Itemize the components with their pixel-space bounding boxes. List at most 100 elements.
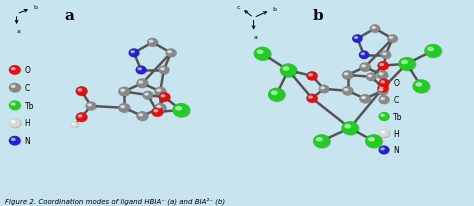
- Circle shape: [255, 48, 271, 61]
- Circle shape: [379, 80, 389, 87]
- Circle shape: [159, 94, 170, 102]
- Circle shape: [155, 104, 165, 112]
- Circle shape: [152, 109, 164, 117]
- Circle shape: [86, 103, 96, 111]
- Circle shape: [360, 96, 371, 104]
- Circle shape: [414, 81, 430, 94]
- Circle shape: [359, 52, 368, 59]
- Ellipse shape: [157, 90, 161, 92]
- Ellipse shape: [309, 74, 312, 76]
- Text: N: N: [25, 136, 30, 145]
- Text: N: N: [393, 146, 399, 155]
- Ellipse shape: [372, 27, 375, 29]
- Ellipse shape: [362, 97, 365, 99]
- Ellipse shape: [381, 81, 384, 83]
- Circle shape: [314, 135, 329, 147]
- Circle shape: [269, 89, 284, 101]
- Ellipse shape: [381, 131, 384, 133]
- Circle shape: [360, 64, 370, 71]
- Ellipse shape: [402, 61, 407, 64]
- Ellipse shape: [139, 82, 143, 84]
- Circle shape: [388, 36, 398, 43]
- Circle shape: [378, 88, 388, 96]
- Ellipse shape: [161, 95, 165, 97]
- Ellipse shape: [416, 83, 421, 87]
- Circle shape: [379, 97, 390, 104]
- Text: b: b: [273, 7, 276, 12]
- Circle shape: [378, 85, 389, 93]
- Circle shape: [378, 85, 388, 92]
- Ellipse shape: [11, 86, 15, 88]
- Ellipse shape: [11, 68, 15, 70]
- Circle shape: [71, 122, 78, 128]
- Ellipse shape: [345, 74, 348, 75]
- Circle shape: [343, 72, 353, 80]
- Circle shape: [137, 80, 147, 88]
- Circle shape: [367, 74, 376, 81]
- Ellipse shape: [161, 69, 164, 70]
- Circle shape: [119, 104, 130, 113]
- Ellipse shape: [72, 124, 74, 125]
- Circle shape: [377, 72, 387, 80]
- Circle shape: [136, 67, 146, 74]
- Ellipse shape: [362, 66, 365, 68]
- Circle shape: [152, 108, 163, 116]
- Ellipse shape: [138, 69, 141, 70]
- Circle shape: [307, 73, 318, 81]
- Ellipse shape: [78, 115, 82, 117]
- Circle shape: [159, 67, 169, 74]
- Ellipse shape: [381, 148, 384, 150]
- Circle shape: [129, 50, 139, 58]
- Circle shape: [378, 62, 388, 70]
- Circle shape: [366, 135, 382, 147]
- Circle shape: [307, 95, 317, 103]
- Text: C: C: [393, 96, 399, 105]
- Text: c: c: [237, 5, 240, 10]
- Circle shape: [343, 88, 353, 96]
- Circle shape: [255, 48, 270, 60]
- Circle shape: [76, 114, 88, 122]
- Circle shape: [173, 104, 189, 117]
- Circle shape: [10, 102, 21, 110]
- Circle shape: [343, 72, 353, 80]
- Circle shape: [425, 45, 441, 57]
- Ellipse shape: [11, 121, 15, 123]
- Circle shape: [319, 86, 328, 93]
- Ellipse shape: [88, 104, 91, 106]
- Circle shape: [143, 92, 153, 100]
- Ellipse shape: [145, 94, 148, 96]
- Circle shape: [9, 102, 20, 110]
- Circle shape: [10, 67, 21, 75]
- Circle shape: [353, 36, 363, 43]
- Circle shape: [119, 88, 130, 97]
- Circle shape: [155, 88, 166, 97]
- Ellipse shape: [168, 52, 171, 53]
- Circle shape: [426, 46, 442, 59]
- Ellipse shape: [154, 110, 158, 112]
- Circle shape: [378, 72, 388, 80]
- Circle shape: [379, 113, 390, 121]
- Ellipse shape: [321, 88, 324, 89]
- Ellipse shape: [345, 125, 350, 128]
- Ellipse shape: [78, 89, 82, 91]
- Circle shape: [379, 113, 389, 121]
- Ellipse shape: [157, 106, 161, 108]
- Circle shape: [76, 114, 87, 122]
- Circle shape: [148, 40, 158, 47]
- Ellipse shape: [428, 48, 433, 51]
- Ellipse shape: [149, 41, 153, 43]
- Circle shape: [137, 112, 147, 121]
- Circle shape: [119, 88, 129, 96]
- Ellipse shape: [345, 89, 348, 91]
- Circle shape: [281, 65, 296, 77]
- Text: a: a: [254, 35, 257, 40]
- Circle shape: [155, 88, 165, 96]
- Circle shape: [159, 67, 169, 75]
- Circle shape: [76, 88, 87, 96]
- Circle shape: [307, 73, 317, 80]
- Circle shape: [360, 64, 371, 72]
- Ellipse shape: [257, 51, 263, 54]
- Text: Figure 2. Coordination modes of ligand HBIA⁻ (a) and BIA²⁻ (b): Figure 2. Coordination modes of ligand H…: [5, 197, 225, 204]
- Circle shape: [379, 147, 390, 154]
- Ellipse shape: [368, 76, 372, 77]
